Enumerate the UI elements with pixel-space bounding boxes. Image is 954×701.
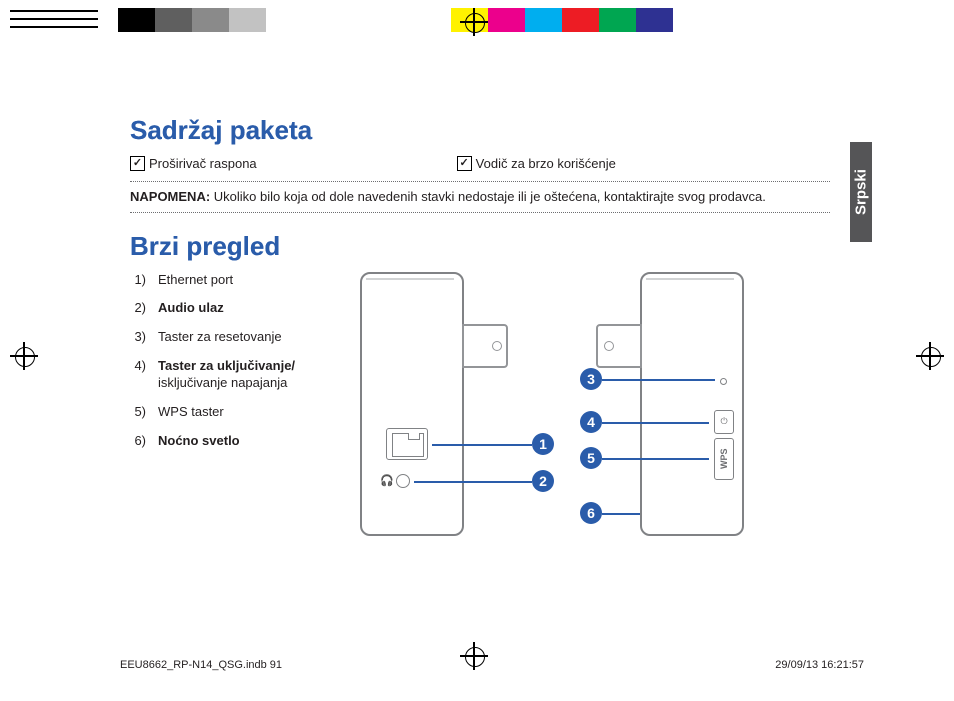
swatch xyxy=(118,8,155,32)
legend-item: 4) Taster za uključivanje/isključivanje n… xyxy=(130,358,340,392)
package-items: ✓ Proširivač raspona ✓ Vodič za brzo kor… xyxy=(130,156,830,171)
swatch xyxy=(710,8,747,32)
device-right xyxy=(640,272,744,536)
legend-number: 3) xyxy=(130,329,146,346)
swatch xyxy=(525,8,562,32)
legend-text: Ethernet port xyxy=(158,272,233,289)
legend-item: 5) WPS taster xyxy=(130,404,340,421)
legend-text: Noćno svetlo xyxy=(158,433,240,450)
badge-1: 1 xyxy=(532,433,554,455)
legend-item: 2) Audio ulaz xyxy=(130,300,340,317)
legend-text: Taster za resetovanje xyxy=(158,329,282,346)
headphone-icon: 🎧 xyxy=(380,474,394,487)
callout-line xyxy=(432,444,532,446)
callout-line xyxy=(602,513,640,515)
registration-mark-left xyxy=(10,342,38,370)
power-plug-right xyxy=(596,324,642,368)
audio-jack-icon xyxy=(396,474,410,488)
swatch xyxy=(747,8,784,32)
callout-line xyxy=(602,422,709,424)
swatch xyxy=(673,8,710,32)
badge-4: 4 xyxy=(580,411,602,433)
legend-item: 3) Taster za resetovanje xyxy=(130,329,340,346)
divider-dotted xyxy=(130,212,830,213)
swatch xyxy=(192,8,229,32)
legend-list: 1) Ethernet port 2) Audio ulaz 3) Taster za r… xyxy=(130,272,340,552)
badge-2: 2 xyxy=(532,470,554,492)
footer: EEU8662_RP-N14_QSG.indb 91 29/09/13 16:2… xyxy=(120,659,864,671)
legend-number: 5) xyxy=(130,404,146,421)
device-left xyxy=(360,272,464,536)
item-extender: ✓ Proširivač raspona xyxy=(130,156,257,171)
registration-mark-top xyxy=(460,8,488,36)
swatch xyxy=(377,8,414,32)
swatch xyxy=(303,8,340,32)
legend-number: 1) xyxy=(130,272,146,289)
legend-text: WPS taster xyxy=(158,404,224,421)
note-body: Ukoliko bilo koja od dole navedenih stav… xyxy=(210,189,766,204)
callout-line xyxy=(602,379,715,381)
checkbox-icon: ✓ xyxy=(457,156,472,171)
swatch xyxy=(599,8,636,32)
legend-number: 6) xyxy=(130,433,146,450)
legend-item: 6) Noćno svetlo xyxy=(130,433,340,450)
swatch xyxy=(229,8,266,32)
item-guide: ✓ Vodič za brzo korišćenje xyxy=(457,156,616,171)
swatch xyxy=(340,8,377,32)
legend-number: 2) xyxy=(130,300,146,317)
item-label: Vodič za brzo korišćenje xyxy=(476,156,616,171)
device-figures: 🎧 1 2 ⏻ WPS 3 4 5 6 xyxy=(340,272,830,552)
screw-icon xyxy=(492,341,502,351)
wps-button-icon: WPS xyxy=(714,438,734,480)
legend-text: Taster za uključivanje/isključivanje nap… xyxy=(158,358,295,392)
badge-6: 6 xyxy=(580,502,602,524)
swatch xyxy=(266,8,303,32)
badge-3: 3 xyxy=(580,368,602,390)
swatch xyxy=(414,8,451,32)
power-button-icon: ⏻ xyxy=(714,410,734,434)
note-label: NAPOMENA: xyxy=(130,189,210,204)
legend-text: Audio ulaz xyxy=(158,300,224,317)
edge-highlight xyxy=(366,278,454,280)
swatch xyxy=(636,8,673,32)
trim-lines xyxy=(10,10,98,34)
item-label: Proširivač raspona xyxy=(149,156,257,171)
note-text: NAPOMENA: Ukoliko bilo koja od dole nave… xyxy=(130,188,830,206)
legend-number: 4) xyxy=(130,358,146,392)
registration-mark-right xyxy=(916,342,944,370)
badge-5: 5 xyxy=(580,447,602,469)
led-icon xyxy=(720,378,727,385)
page-content: Sadržaj paketa ✓ Proširivač raspona ✓ Vo… xyxy=(130,115,830,552)
swatch xyxy=(488,8,525,32)
language-tab: Srpski xyxy=(850,142,872,242)
divider-dotted xyxy=(130,181,830,182)
swatch xyxy=(155,8,192,32)
callout-line xyxy=(414,481,532,483)
section-title-overview: Brzi pregled xyxy=(130,231,830,262)
section-title-package: Sadržaj paketa xyxy=(130,115,830,146)
swatch xyxy=(562,8,599,32)
overview-row: 1) Ethernet port 2) Audio ulaz 3) Taster za r… xyxy=(130,272,830,552)
footer-filename: EEU8662_RP-N14_QSG.indb 91 xyxy=(120,659,282,671)
power-plug-left xyxy=(462,324,508,368)
legend-item: 1) Ethernet port xyxy=(130,272,340,289)
checkbox-icon: ✓ xyxy=(130,156,145,171)
callout-line xyxy=(602,458,709,460)
footer-datetime: 29/09/13 16:21:57 xyxy=(775,659,864,671)
screw-icon xyxy=(604,341,614,351)
edge-highlight xyxy=(646,278,734,280)
swatch xyxy=(784,8,821,32)
ethernet-port-icon xyxy=(386,428,428,460)
